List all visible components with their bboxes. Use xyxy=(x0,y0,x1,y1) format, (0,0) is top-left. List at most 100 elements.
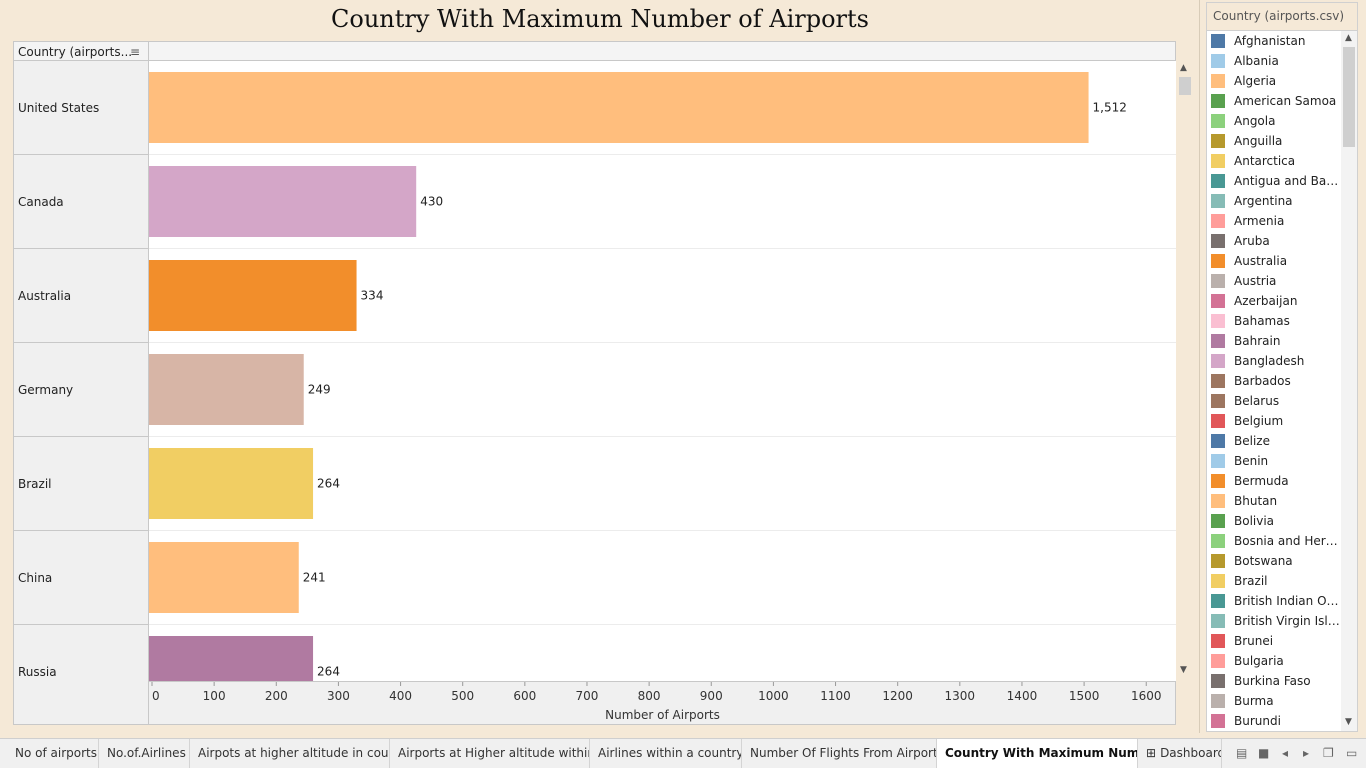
legend-item[interactable]: Albania xyxy=(1207,51,1341,71)
legend-swatch xyxy=(1211,214,1225,228)
tick-label: 1600 xyxy=(1131,689,1162,703)
row-label[interactable]: China xyxy=(14,531,148,625)
legend-swatch xyxy=(1211,654,1225,668)
row-label[interactable]: Germany xyxy=(14,343,148,437)
legend-item[interactable]: Bolivia xyxy=(1207,511,1341,531)
legend-item[interactable]: Australia xyxy=(1207,251,1341,271)
data-label: 1,512 xyxy=(1093,101,1127,115)
legend-swatch xyxy=(1211,114,1225,128)
sheet-tab-label: No of airports xyxy=(15,746,97,760)
sheet-tab[interactable]: Country With Maximum Numb... xyxy=(937,739,1138,768)
legend-item[interactable]: Antigua and Barbu.. xyxy=(1207,171,1341,191)
data-label: 264 xyxy=(317,477,340,491)
legend-item[interactable]: Antarctica xyxy=(1207,151,1341,171)
legend-item[interactable]: Bhutan xyxy=(1207,491,1341,511)
chart-vertical-scrollbar[interactable]: ▲ ▼ xyxy=(1176,61,1194,681)
row-label[interactable]: Australia xyxy=(14,249,148,343)
bar-chart-svg: 1,512 430 334 249 264 241 264 xyxy=(149,72,1176,681)
show-filmstrip-icon[interactable]: ▤ xyxy=(1236,746,1248,760)
legend-swatch xyxy=(1211,134,1225,148)
legend-swatch xyxy=(1211,174,1225,188)
sheet-tab[interactable]: No of airports xyxy=(7,739,99,768)
legend-swatch xyxy=(1211,594,1225,608)
legend-item[interactable]: Austria xyxy=(1207,271,1341,291)
legend-item[interactable]: Burundi xyxy=(1207,711,1341,731)
legend-label: Australia xyxy=(1234,254,1288,268)
legend-swatch xyxy=(1211,494,1225,508)
sheet-tab[interactable]: Number Of Flights From Airport xyxy=(742,739,937,768)
legend-item[interactable]: Aruba xyxy=(1207,231,1341,251)
row-label[interactable]: Canada xyxy=(14,155,148,249)
presentation-icon[interactable]: ▭ xyxy=(1346,746,1358,760)
legend-item[interactable]: British Virgin Islands xyxy=(1207,611,1341,631)
legend-swatch xyxy=(1211,554,1225,568)
row-labels-pane: United States Canada Australia Germany Brazi… xyxy=(13,61,149,681)
bar[interactable] xyxy=(149,260,357,331)
legend-label: Azerbaijan xyxy=(1234,294,1298,308)
legend-item[interactable]: Barbados xyxy=(1207,371,1341,391)
bar[interactable] xyxy=(149,72,1089,143)
row-field-header[interactable]: Country (airports... ≡ xyxy=(13,41,149,61)
legend-item[interactable]: Azerbaijan xyxy=(1207,291,1341,311)
sheet-tab[interactable]: Airpots at higher altitude in coun... xyxy=(190,739,390,768)
legend-item[interactable]: Bulgaria xyxy=(1207,651,1341,671)
tick-label: 300 xyxy=(327,689,350,703)
bar[interactable] xyxy=(149,354,304,425)
dashboard-grid-icon: ⊞ xyxy=(1146,746,1157,760)
legend-scroll-thumb[interactable] xyxy=(1343,47,1355,147)
sheet-tab[interactable]: Airports at Higher altitude within... xyxy=(390,739,590,768)
legend-item[interactable]: Anguilla xyxy=(1207,131,1341,151)
scroll-down-icon[interactable]: ▼ xyxy=(1180,665,1187,675)
legend-label: Armenia xyxy=(1234,214,1285,228)
sheet-tab[interactable]: Airlines within a country xyxy=(590,739,742,768)
legend-label: Bulgaria xyxy=(1234,654,1284,668)
legend-item[interactable]: Bermuda xyxy=(1207,471,1341,491)
legend-item[interactable]: Bangladesh xyxy=(1207,351,1341,371)
next-sheet-icon[interactable]: ▸ xyxy=(1303,746,1310,760)
row-field-label: Country (airports... xyxy=(18,45,133,59)
bar[interactable] xyxy=(149,636,314,681)
legend-item[interactable]: Brunei xyxy=(1207,631,1341,651)
bar[interactable] xyxy=(149,448,314,519)
legend-item[interactable]: Belarus xyxy=(1207,391,1341,411)
bar[interactable] xyxy=(149,166,417,237)
legend-item[interactable]: American Samoa xyxy=(1207,91,1341,111)
show-tabs-icon[interactable]: ■ xyxy=(1258,746,1270,760)
tick-label: 700 xyxy=(576,689,599,703)
legend-item[interactable]: Algeria xyxy=(1207,71,1341,91)
sort-descending-icon[interactable]: ≡ xyxy=(129,45,140,59)
sheet-tab-label: Number Of Flights From Airport xyxy=(750,746,937,760)
legend-item[interactable]: Angola xyxy=(1207,111,1341,131)
sheet-tab[interactable]: ⊞ Dashboard xyxy=(1138,739,1222,768)
legend-item[interactable]: Armenia xyxy=(1207,211,1341,231)
legend-item[interactable]: Belgium xyxy=(1207,411,1341,431)
legend-item[interactable]: Bosnia and Herzeg.. xyxy=(1207,531,1341,551)
legend-item[interactable]: Brazil xyxy=(1207,571,1341,591)
scroll-thumb[interactable] xyxy=(1179,77,1191,95)
bar[interactable] xyxy=(149,542,299,613)
legend-item[interactable]: Burkina Faso xyxy=(1207,671,1341,691)
legend-item[interactable]: Benin xyxy=(1207,451,1341,471)
legend-item[interactable]: Bahrain xyxy=(1207,331,1341,351)
sheet-tab[interactable]: No.of.Airlines xyxy=(99,739,190,768)
fit-icon[interactable]: ❐ xyxy=(1323,746,1334,760)
legend-item[interactable]: Burma xyxy=(1207,691,1341,711)
x-axis: 0 100 200 300 400 500 600 700 800 900 1000 1100 1200… xyxy=(149,681,1176,725)
scroll-down-icon[interactable]: ▼ xyxy=(1345,717,1352,727)
legend-item[interactable]: Botswana xyxy=(1207,551,1341,571)
legend-item[interactable]: British Indian Ocea.. xyxy=(1207,591,1341,611)
legend-item[interactable]: Belize xyxy=(1207,431,1341,451)
legend-item[interactable]: Bahamas xyxy=(1207,311,1341,331)
scroll-up-icon[interactable]: ▲ xyxy=(1180,63,1187,73)
scroll-up-icon[interactable]: ▲ xyxy=(1345,33,1352,43)
legend-scrollbar[interactable]: ▲ ▼ xyxy=(1341,31,1357,731)
legend-item[interactable]: Afghanistan xyxy=(1207,31,1341,51)
row-label[interactable]: Russia xyxy=(14,625,148,681)
previous-sheet-icon[interactable]: ◂ xyxy=(1282,746,1289,760)
row-label[interactable]: United States xyxy=(14,61,148,155)
row-label[interactable]: Brazil xyxy=(14,437,148,531)
legend-swatch xyxy=(1211,374,1225,388)
legend-item[interactable]: Argentina xyxy=(1207,191,1341,211)
x-axis-title: Number of Airports xyxy=(605,708,720,722)
legend-label: Burundi xyxy=(1234,714,1281,728)
